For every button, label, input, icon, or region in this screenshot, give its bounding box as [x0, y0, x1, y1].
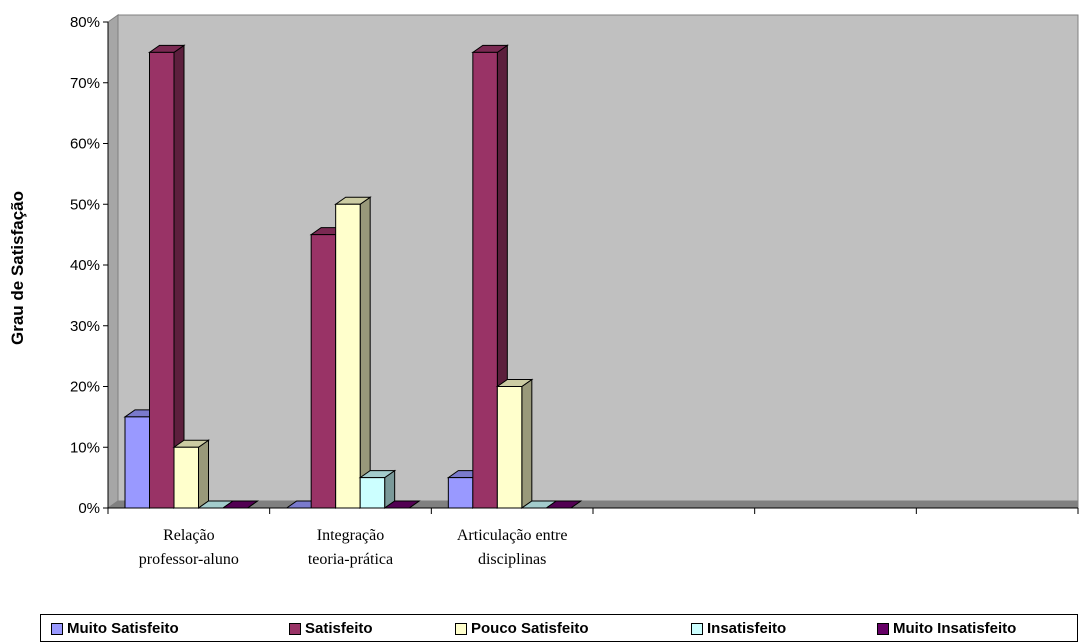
legend-label: Pouco Satisfeito: [471, 620, 589, 637]
bar: [334, 196, 372, 509]
x-tick-label: Articulação entre: [457, 527, 568, 544]
bar-chart: 0% 10% 20% 30% 40% 50% 60% 70% 80% Relação profes…: [8, 14, 1079, 568]
y-tick-label: 30%: [70, 318, 100, 335]
plot-walls: [106, 14, 1079, 509]
y-tick-label: 20%: [70, 379, 100, 396]
y-axis-label: Grau de Satisfação: [8, 191, 27, 345]
y-tick-label: 10%: [70, 439, 100, 456]
legend-item: Pouco Satisfeito: [455, 620, 589, 637]
y-tick-label: 80%: [70, 14, 100, 31]
bar: [358, 469, 397, 509]
legend: Muito Satisfeito Satisfeito Pouco Satisfei…: [40, 614, 1078, 642]
x-axis: Relação professor-aluno Integração teoria-p…: [107, 507, 1079, 568]
x-tick-label: disciplinas: [478, 551, 546, 568]
legend-item: Muito Insatisfeito: [877, 620, 1016, 637]
bar: [544, 500, 583, 509]
y-tick-label: 70%: [70, 75, 100, 92]
legend-label: Muito Insatisfeito: [893, 620, 1017, 637]
y-axis: 0% 10% 20% 30% 40% 50% 60% 70% 80%: [70, 14, 109, 517]
side-wall: [107, 14, 119, 509]
legend-swatch: [51, 622, 63, 635]
bar: [495, 378, 534, 509]
legend-label: Satisfeito: [305, 620, 373, 637]
legend-label: Muito Satisfeito: [67, 620, 179, 637]
back-wall: [117, 14, 1079, 502]
bar: [172, 439, 211, 509]
bar: [221, 500, 260, 509]
legend-item: Muito Satisfeito: [51, 620, 179, 637]
x-tick-label: Integração: [317, 527, 385, 544]
x-tick-label: professor-aluno: [139, 551, 239, 568]
y-tick-label: 50%: [70, 196, 100, 213]
bar: [383, 500, 421, 509]
legend-label: Insatisfeito: [707, 620, 787, 637]
legend-item: Insatisfeito: [691, 620, 786, 637]
bars: [123, 44, 583, 509]
x-tick-label: teoria-prática: [308, 551, 393, 568]
legend-swatch: [877, 622, 889, 635]
y-tick-label: 60%: [70, 136, 100, 153]
x-tick-label: Relação: [163, 527, 215, 544]
y-tick-label: 0%: [78, 500, 100, 517]
legend-swatch: [289, 622, 301, 635]
y-tick-label: 40%: [70, 257, 100, 274]
legend-item: Satisfeito: [289, 620, 373, 637]
legend-swatch: [691, 622, 703, 635]
legend-swatch: [455, 622, 467, 635]
bar: [147, 44, 186, 509]
